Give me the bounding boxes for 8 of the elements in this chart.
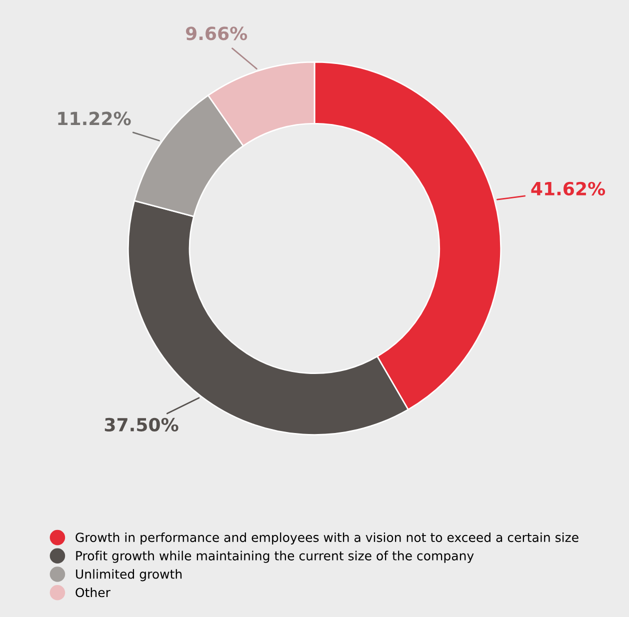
data-label: 11.22% xyxy=(58,112,131,126)
legend-label: Other xyxy=(76,587,110,598)
data-label: 41.62% xyxy=(531,182,606,196)
data-label: 37.50% xyxy=(104,418,178,432)
legend-label: Growth in performance and employees with a vision not to exceed a certain size xyxy=(76,532,578,545)
data-label: 9.66% xyxy=(186,26,248,40)
legend-label: Unlimited growth xyxy=(76,569,182,582)
legend-label: Profit growth while maintaining the current size of the company xyxy=(76,550,474,563)
